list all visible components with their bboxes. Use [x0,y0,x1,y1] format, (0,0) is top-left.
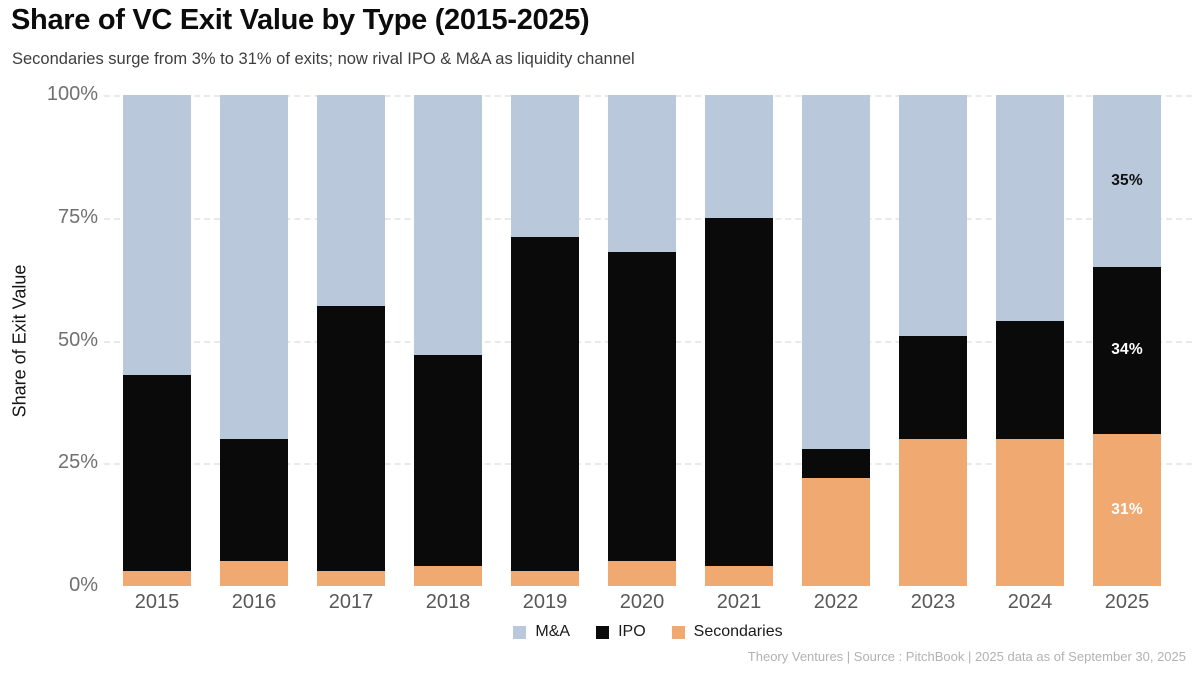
x-tick-2020: 2020 [619,591,665,613]
legend-label-secondaries: Secondaries [693,623,783,640]
y-tick-100: 100% [46,83,98,106]
bar-segment-2020-ipo [608,252,676,562]
chart-subtitle: Secondaries surge from 3% to 31% of exit… [12,50,635,68]
bar-segment-2018-secondaries [414,566,482,586]
bar-segment-2024-ma [996,95,1064,321]
bar-label-2025-secondaries: 31% [1111,500,1143,518]
bar-segment-2016-ma [220,95,288,439]
y-tick-25: 25% [57,451,98,474]
x-tick-2016: 2016 [231,591,277,613]
bar-segment-2025-ma [1093,95,1161,267]
legend-label-ma: M&A [535,623,571,640]
bar-label-2025-ma: 35% [1111,171,1143,189]
bar-segment-2025-ipo [1093,266,1161,434]
x-tick-2025: 2025 [1104,591,1150,613]
bar-segment-2019-ipo [511,237,579,572]
x-tick-2017: 2017 [328,591,374,613]
x-tick-2015: 2015 [134,591,180,613]
bar-segment-2025-secondaries [1093,433,1161,586]
bar-segment-2015-secondaries [123,571,191,586]
bar-segment-2019-secondaries [511,571,579,586]
bar-segment-2022-ma [802,95,870,449]
bar-label-2025-ipo: 34% [1111,341,1143,359]
bar-segment-2017-ma [317,95,385,307]
bar-segment-2015-ipo [123,374,191,572]
y-tick-75: 75% [57,205,98,228]
bar-segment-2021-ipo [705,217,773,567]
legend-item-ma: M&A [513,623,570,641]
x-tick-2024: 2024 [1007,591,1053,613]
bar-segment-2020-secondaries [608,561,676,586]
bar-segment-2023-ma [899,95,967,336]
x-tick-2021: 2021 [716,591,762,613]
legend-item-ipo: IPO [596,623,646,641]
source-attribution: Theory Ventures | Source : PitchBook | 2… [747,649,1186,664]
bar-segment-2022-ipo [802,448,870,478]
bar-segment-2023-secondaries [899,438,967,586]
bar-segment-2021-secondaries [705,566,773,586]
bar-segment-2020-ma [608,95,676,253]
bar-segment-2018-ipo [414,355,482,567]
legend: M&A IPO Secondaries [104,623,1192,641]
legend-swatch-ipo [596,625,610,639]
chart-title: Share of VC Exit Value by Type (2015-202… [11,4,590,36]
bar-segment-2019-ma [511,95,579,238]
x-tick-2018: 2018 [425,591,471,613]
y-tick-0: 0% [69,574,98,597]
legend-label-ipo: IPO [618,623,646,640]
bar-segment-2017-secondaries [317,571,385,586]
bar-segment-2024-secondaries [996,438,1064,586]
x-tick-2019: 2019 [522,591,568,613]
bar-segment-2018-ma [414,95,482,356]
bar-segment-2016-secondaries [220,561,288,586]
legend-item-secondaries: Secondaries [671,623,783,641]
legend-swatch-secondaries [671,625,685,639]
bar-segment-2022-secondaries [802,477,870,586]
y-tick-50: 50% [57,328,98,351]
legend-swatch-ma [513,625,527,639]
bar-segment-2021-ma [705,95,773,218]
bar-segment-2016-ipo [220,438,288,562]
bar-segment-2023-ipo [899,335,967,439]
bar-segment-2017-ipo [317,306,385,572]
x-tick-2023: 2023 [910,591,956,613]
x-tick-2022: 2022 [813,591,859,613]
bar-segment-2024-ipo [996,320,1064,439]
bar-segment-2015-ma [123,95,191,375]
